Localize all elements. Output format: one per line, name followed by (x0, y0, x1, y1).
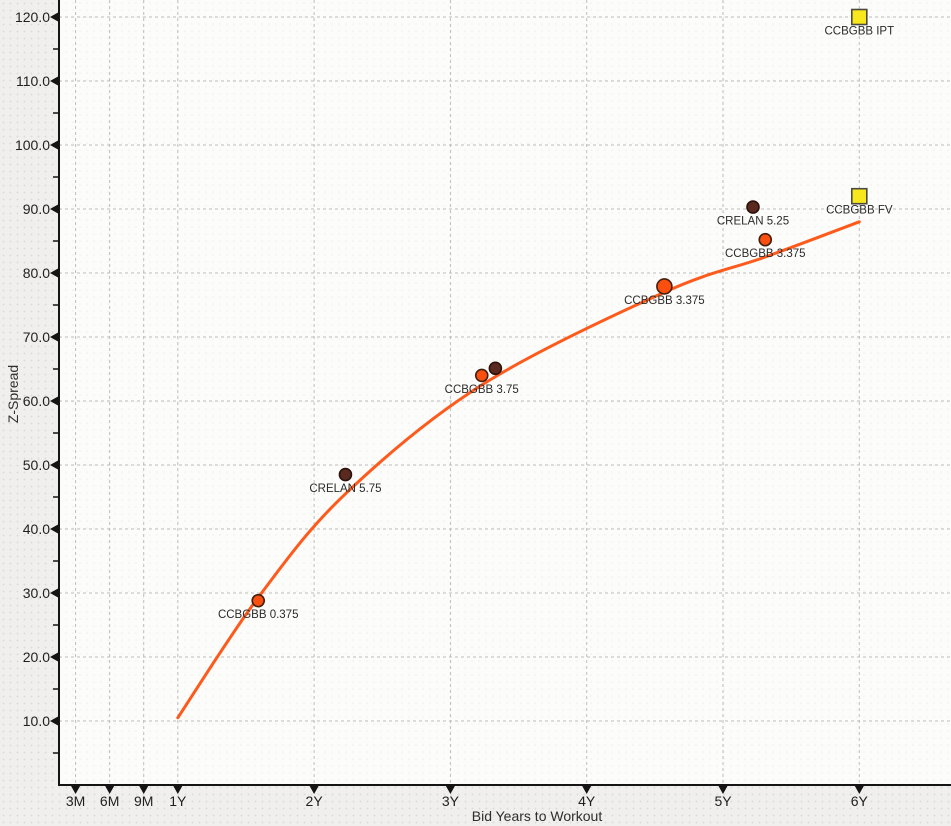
x-tick-label: 6Y (851, 793, 869, 809)
data-point-unlabeled[interactable] (488, 361, 503, 376)
x-tick-arrow (173, 786, 183, 794)
x-tick-label: 9M (134, 793, 153, 809)
plot-background (60, 0, 951, 785)
x-tick-arrow (139, 786, 149, 794)
y-tick-label: 20.0 (23, 649, 50, 665)
x-tick-arrow (71, 786, 81, 794)
y-tick-arrow (50, 204, 58, 214)
point-label: CCBGBB 3.75 (445, 384, 519, 396)
point-label: CCBGBB 3.375 (624, 295, 705, 307)
data-point-crelan-5.25[interactable] (746, 200, 760, 214)
data-point-ccbgbb-3.375[interactable] (656, 278, 673, 295)
y-tick-label: 60.0 (23, 393, 50, 409)
y-tick-arrow (50, 588, 58, 598)
y-tick-arrow (50, 332, 58, 342)
y-tick-arrow (50, 460, 58, 470)
y-tick-label: 100.0 (15, 137, 50, 153)
x-tick-label: 6M (100, 793, 119, 809)
y-tick-arrow (50, 524, 58, 534)
y-tick-arrow (50, 652, 58, 662)
x-tick-label: 2Y (306, 793, 324, 809)
data-point-ccbgbb-ipt[interactable] (850, 8, 868, 26)
y-tick-label: 30.0 (23, 585, 50, 601)
x-tick-arrow (854, 786, 864, 794)
data-point-crelan-5.75[interactable] (338, 467, 353, 482)
y-tick-label: 110.0 (16, 73, 50, 89)
x-tick-arrow (105, 786, 115, 794)
y-tick-label: 70.0 (23, 329, 50, 345)
y-tick-label: 10.0 (23, 713, 50, 729)
y-tick-arrow (50, 140, 58, 150)
point-label: CCBGBB 3.375 (725, 248, 806, 260)
data-point-ccbgbb-3.75[interactable] (474, 368, 489, 383)
y-tick-label: 50.0 (23, 457, 50, 473)
point-label: CCBGBB IPT (824, 26, 894, 38)
y-axis-title: Z-Spread (5, 364, 21, 424)
y-tick-arrow (50, 396, 58, 406)
x-axis-title: Bid Years to Workout (471, 808, 603, 824)
y-tick-arrow (50, 12, 58, 22)
y-tick-label: 40.0 (23, 521, 50, 537)
point-label: CRELAN 5.75 (309, 483, 381, 495)
x-tick-arrow (718, 786, 728, 794)
point-label: CRELAN 5.25 (717, 216, 789, 228)
point-label: CCBGBB 0.375 (218, 609, 299, 621)
y-tick-label: 80.0 (23, 265, 50, 281)
y-tick-arrow (50, 76, 58, 86)
x-tick-label: 3Y (442, 793, 460, 809)
x-tick-arrow (309, 786, 319, 794)
data-point-ccbgbb-0.375[interactable] (251, 593, 266, 608)
y-tick-arrow (50, 268, 58, 278)
point-label: CCBGBB FV (826, 205, 893, 217)
x-tick-arrow (445, 786, 455, 794)
y-tick-label: 120.0 (15, 9, 50, 25)
x-tick-label: 3M (66, 793, 85, 809)
x-tick-label: 1Y (169, 793, 187, 809)
x-tick-label: 5Y (714, 793, 732, 809)
data-point-ccbgbb-fv[interactable] (850, 187, 868, 205)
y-tick-arrow (50, 716, 58, 726)
x-tick-label: 4Y (578, 793, 596, 809)
x-tick-arrow (582, 786, 592, 794)
data-point-ccbgbb-3.375[interactable] (758, 232, 773, 247)
y-tick-label: 90.0 (23, 201, 50, 217)
